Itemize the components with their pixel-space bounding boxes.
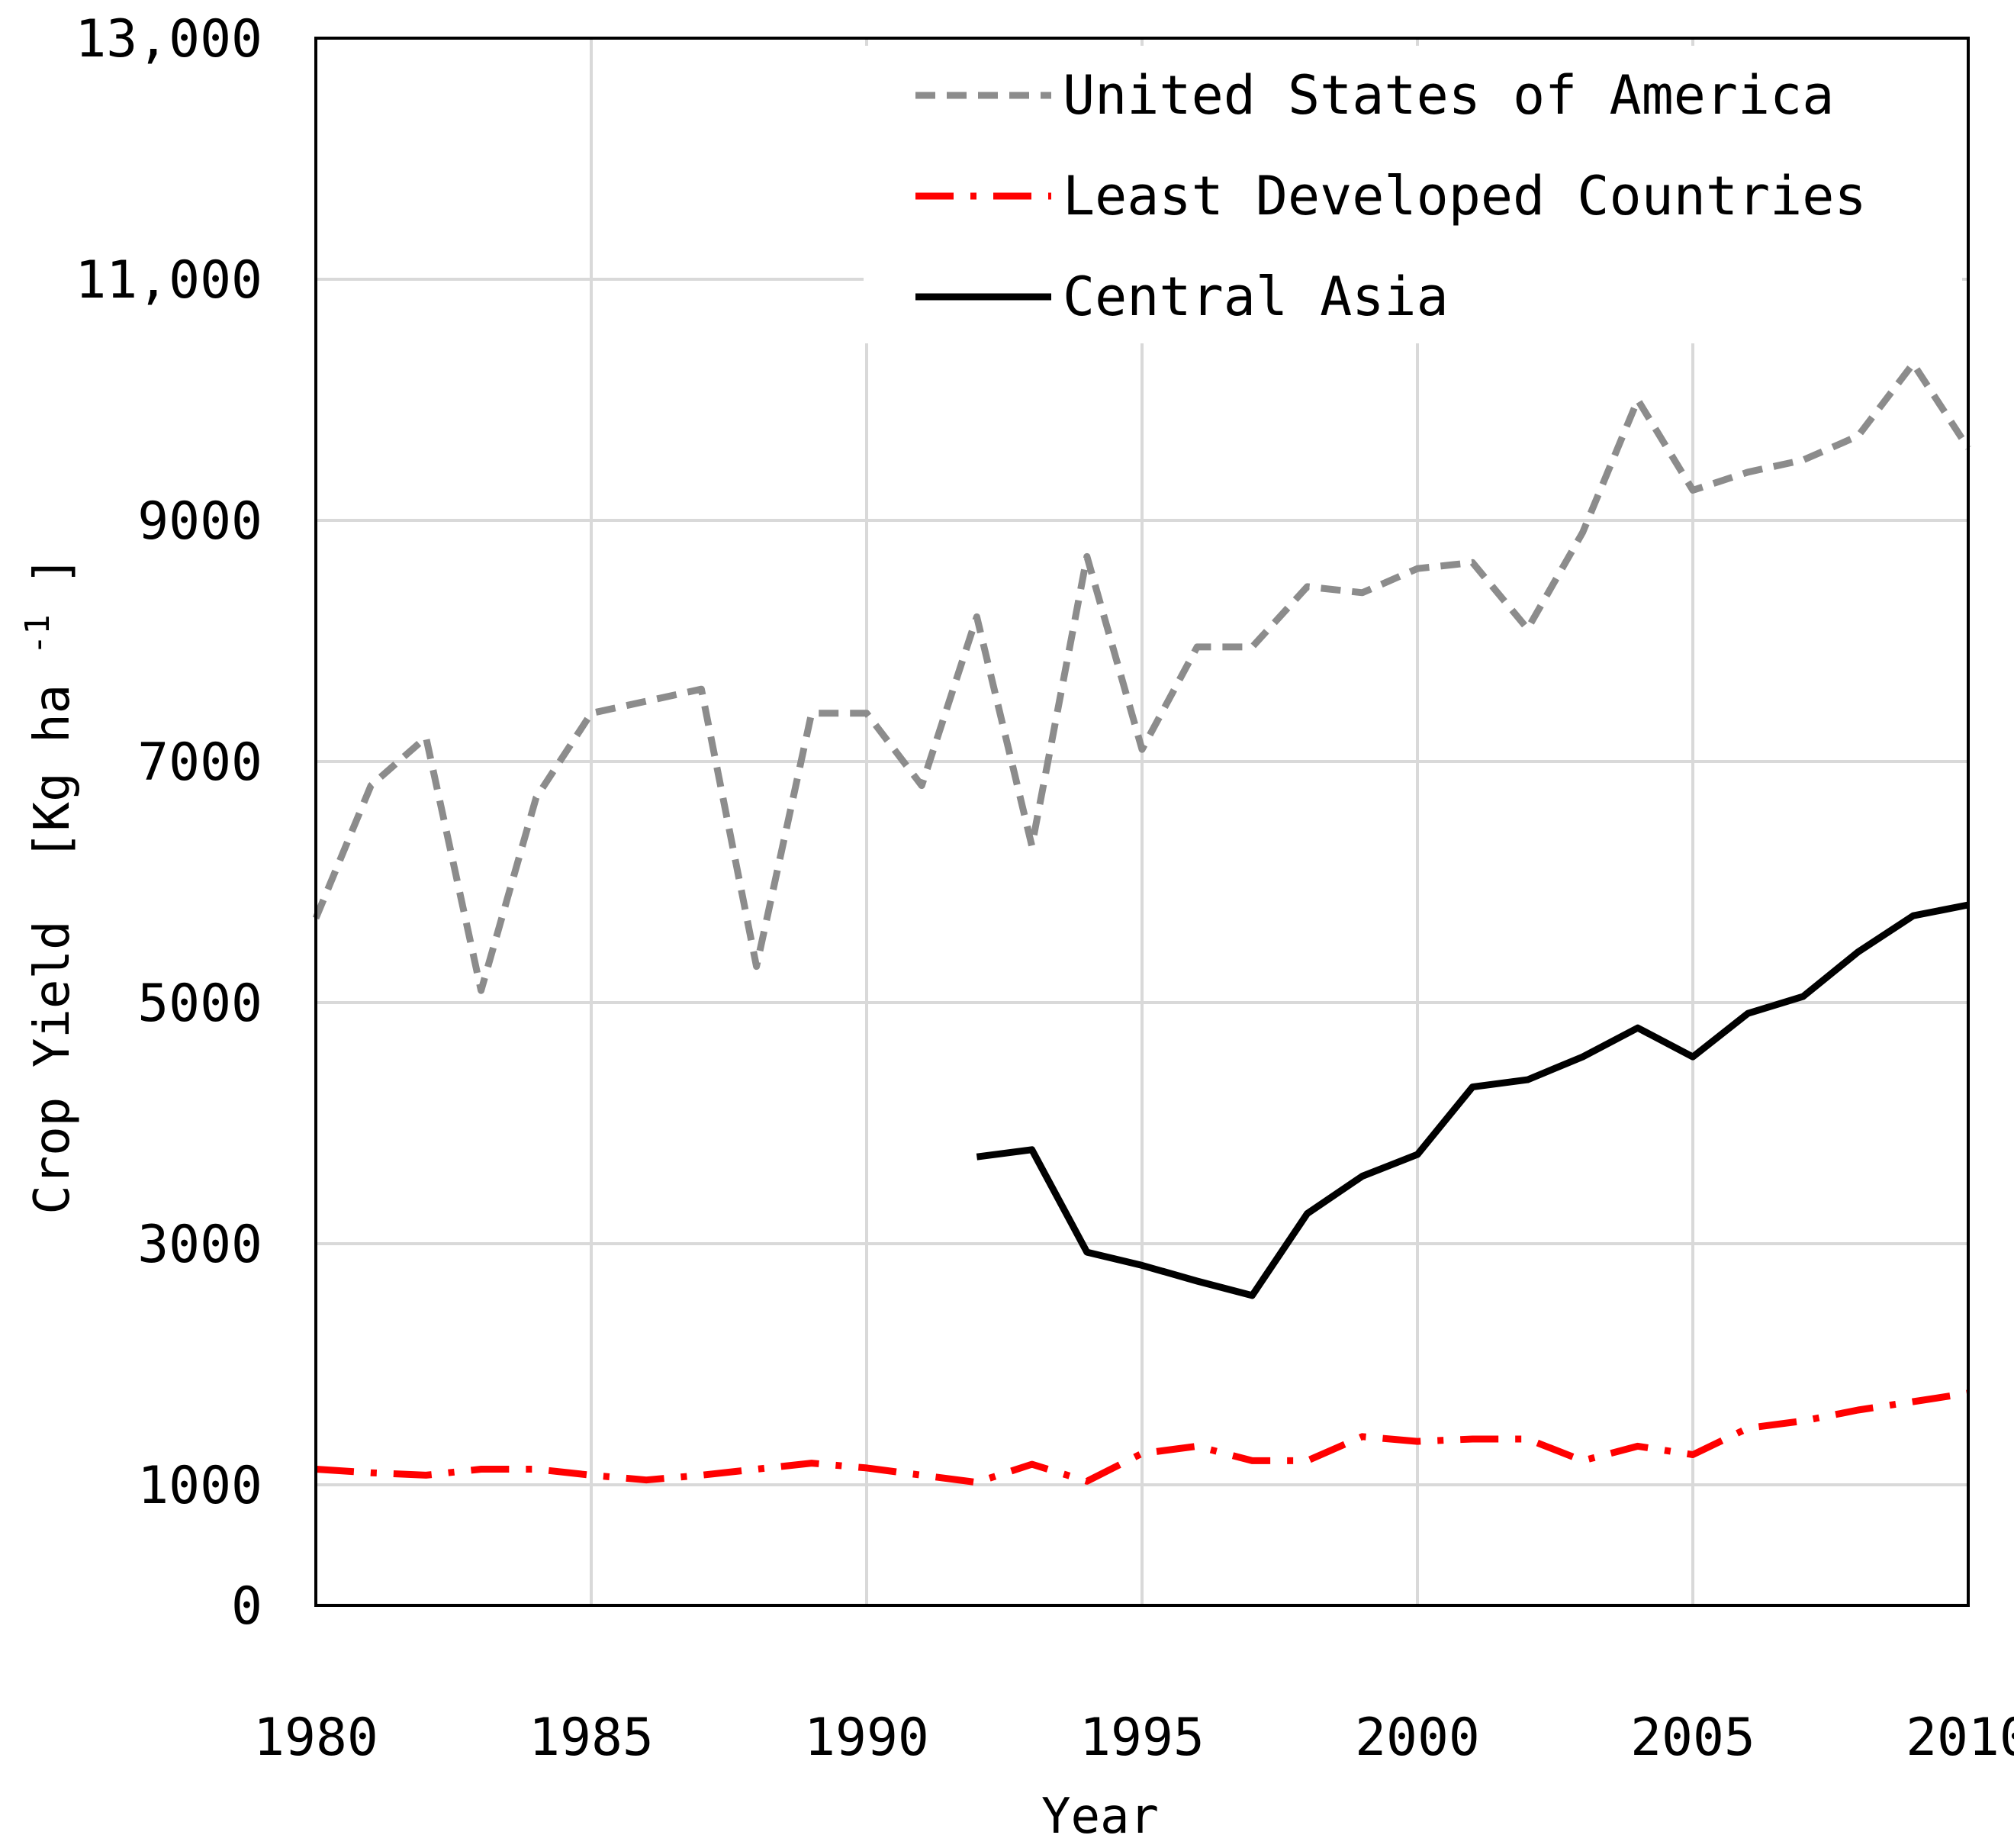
series-line-least-developed-countries bbox=[315, 1389, 1969, 1486]
svg-text:Crop Yield [Kg ha: Crop Yield [Kg ha -1 ] bbox=[5, 555, 81, 1215]
x-tick-label: 1980 bbox=[253, 1708, 378, 1768]
legend-label-least-developed-countries: Least Developed Countries bbox=[1063, 165, 1867, 227]
x-tick-label: 1990 bbox=[804, 1708, 929, 1768]
y-axis-unit-close: ] bbox=[24, 555, 81, 585]
y-tick-label: 0 bbox=[231, 1576, 262, 1637]
legend-label-central-asia: Central Asia bbox=[1063, 266, 1449, 328]
y-tick-label: 11,000 bbox=[75, 250, 262, 311]
x-tick-label: 1995 bbox=[1079, 1708, 1205, 1768]
y-tick-label: 7000 bbox=[137, 732, 262, 793]
x-tick-label: 1985 bbox=[529, 1708, 654, 1768]
y-axis-title-text: Crop Yield bbox=[24, 920, 81, 1214]
y-tick-labels: 0 1000 3000 5000 7000 9000 11,000 13,000 bbox=[75, 9, 262, 1637]
legend-label-united-states-of-america: United States of America bbox=[1063, 64, 1834, 127]
plot-frame bbox=[314, 37, 1970, 1607]
y-tick-label: 1000 bbox=[137, 1456, 262, 1516]
y-axis-unit: [Kg ha bbox=[24, 684, 81, 861]
y-tick-label: 9000 bbox=[137, 491, 262, 552]
x-tick-labels: 1980 1985 1990 1995 2000 2005 2010 bbox=[253, 1708, 2014, 1768]
y-axis-title: Crop Yield [Kg ha -1 ] bbox=[5, 555, 81, 1215]
x-tick-label: 2005 bbox=[1630, 1708, 1755, 1768]
y-axis-unit-superscript: -1 bbox=[18, 614, 57, 655]
series-line-united-states-of-america bbox=[312, 360, 1971, 994]
x-tick-label: 2010 bbox=[1906, 1708, 2014, 1768]
y-tick-label: 13,000 bbox=[75, 9, 262, 69]
series-lines bbox=[312, 360, 1971, 1486]
y-tick-label: 5000 bbox=[137, 974, 262, 1034]
x-axis-title: Year bbox=[1041, 1788, 1159, 1845]
legend: United States of America Least Developed … bbox=[864, 46, 1962, 343]
x-tick-label: 2000 bbox=[1355, 1708, 1480, 1768]
series-line-central-asia bbox=[976, 901, 1969, 1299]
y-tick-label: 3000 bbox=[137, 1215, 262, 1275]
